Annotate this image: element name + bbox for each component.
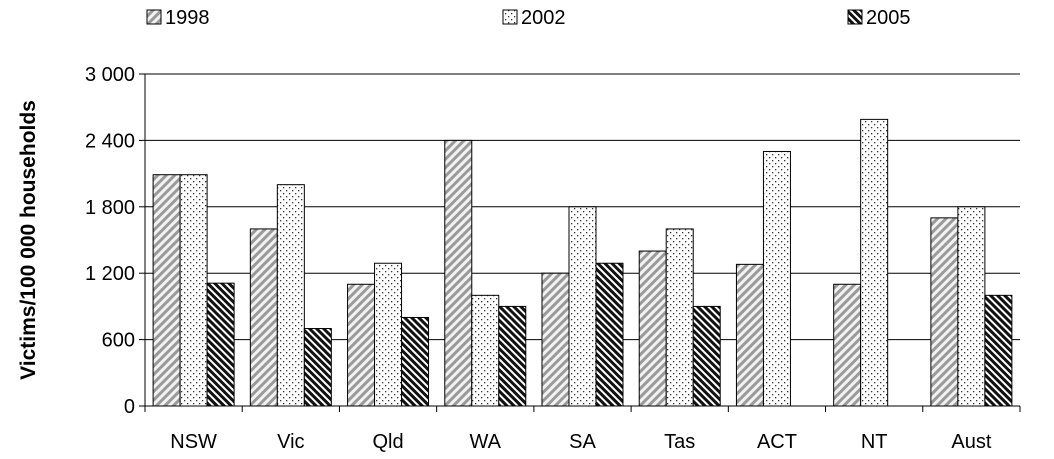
bar-1998-wa <box>444 139 473 407</box>
legend-swatch <box>847 9 863 25</box>
legend-label: 2002 <box>521 7 566 29</box>
bar-2002-nt <box>860 118 889 407</box>
legend-swatch <box>146 9 162 25</box>
bar-1998-tas <box>638 250 667 407</box>
bar-1998-vic <box>249 228 278 407</box>
bar-1998-aust <box>930 217 959 407</box>
x-tick-label: ACT <box>757 431 797 453</box>
axes <box>144 74 1021 412</box>
x-tick-labels: NSW Vic Qld WA SA Tas ACT NT Aust <box>170 431 992 453</box>
legend-item-2002: 2002 <box>502 7 566 29</box>
y-tick-label: 1 800 <box>85 197 135 219</box>
x-tick-label: Qld <box>372 431 403 453</box>
bar-2002-sa <box>568 206 597 407</box>
bar-2005-nsw <box>206 282 235 407</box>
bar-2002-vic <box>276 184 305 407</box>
legend: 1998 2002 2005 <box>146 7 911 29</box>
bar-2002-nsw <box>179 174 208 407</box>
bar-2002-act <box>762 150 791 407</box>
bar-1998-qld <box>347 283 376 407</box>
bar-2005-qld <box>401 316 430 407</box>
bar-2002-aust <box>957 206 986 407</box>
legend-label: 2005 <box>866 7 911 29</box>
bar-2005-tas <box>692 305 721 407</box>
y-tick-label: 3 000 <box>85 64 135 86</box>
bar-1998-nsw <box>152 174 181 407</box>
x-tick-label: SA <box>569 431 596 453</box>
bar-1998-sa <box>541 272 570 407</box>
bar-2005-wa <box>498 305 527 407</box>
y-tick-label: 2 400 <box>85 130 135 152</box>
x-tick-label: Aust <box>951 431 991 453</box>
x-tick-label: NSW <box>170 431 217 453</box>
y-tick-label: 1 200 <box>85 263 135 285</box>
bar-1998-act <box>735 263 764 407</box>
bar-2002-wa <box>471 294 500 407</box>
y-axis-label: Victims/100 000 households <box>17 100 40 380</box>
bar-2002-tas <box>665 228 694 407</box>
y-tick-label: 0 <box>124 396 135 418</box>
y-tick-label: 600 <box>102 330 135 352</box>
bars <box>152 118 1013 407</box>
x-tick-label: NT <box>861 431 888 453</box>
legend-swatch <box>502 9 518 25</box>
x-tick-label: WA <box>470 431 502 453</box>
bar-2002-qld <box>374 262 403 407</box>
x-tick-label: Vic <box>277 431 304 453</box>
x-tick-label: Tas <box>664 431 695 453</box>
legend-item-2005: 2005 <box>847 7 911 29</box>
legend-label: 1998 <box>165 7 210 29</box>
bar-2005-sa <box>595 262 624 407</box>
bar-1998-nt <box>833 283 862 407</box>
y-tick-labels: 0 600 1 200 1 800 2 400 3 000 <box>85 64 145 418</box>
legend-item-1998: 1998 <box>146 7 210 29</box>
bar-2005-aust <box>984 294 1013 407</box>
bar-2005-vic <box>303 328 332 407</box>
